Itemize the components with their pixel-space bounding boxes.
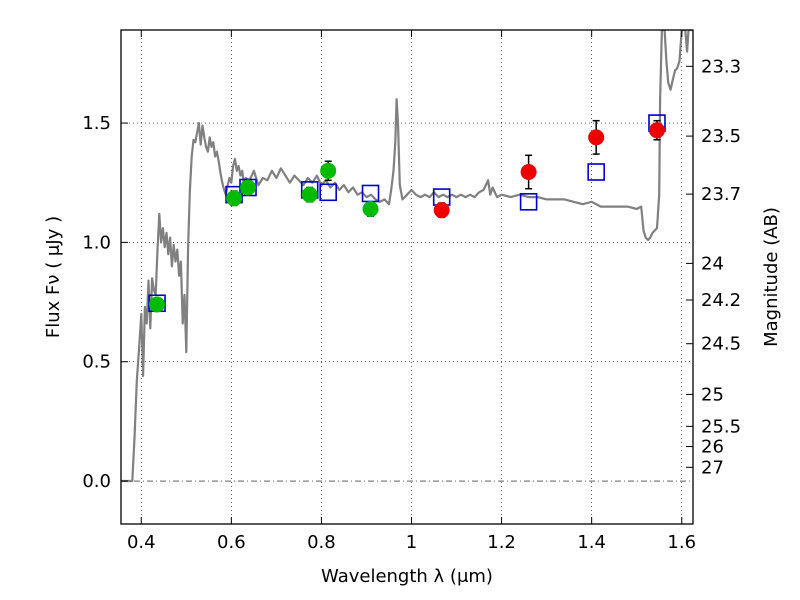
x-tick-label: 1 xyxy=(406,532,417,553)
mag-tick-label: 24.2 xyxy=(701,290,741,311)
observed-flux-point xyxy=(226,190,243,207)
mag-tick-label: 23.5 xyxy=(701,126,741,147)
observed-flux-point xyxy=(301,186,318,203)
observed-flux-point xyxy=(362,200,379,217)
observed-flux-point xyxy=(240,179,257,196)
x-tick-label: 1.2 xyxy=(487,532,516,553)
x-tick-label: 1.4 xyxy=(577,532,606,553)
observed-flux-point xyxy=(648,122,665,139)
x-tick-label: 0.4 xyxy=(127,532,156,553)
observed-flux-point xyxy=(320,162,337,179)
observed-flux-point xyxy=(588,129,605,146)
model-flux-box xyxy=(587,163,605,181)
plot-frame xyxy=(120,29,694,525)
mag-tick-label: 26 xyxy=(701,437,724,458)
y-axis-label: Flux Fν ( μJy ) xyxy=(43,216,64,338)
observed-flux-point xyxy=(149,296,166,313)
y-tick-label: 1.0 xyxy=(82,232,111,253)
axis-ticks: 0.4 0.6 0.8 1 1.2 1.4 1.6 0.0 0.5 1.0 1.5 23.3 23.5 2… xyxy=(82,30,741,553)
mag-tick-label: 27 xyxy=(701,457,724,478)
mag-tick-label: 25.5 xyxy=(701,416,741,437)
model-flux-box xyxy=(519,193,538,211)
right-axis-label: Magnitude (AB) xyxy=(761,207,782,347)
observed-flux-point xyxy=(433,202,450,219)
x-axis-label: Wavelength λ (μm) xyxy=(321,566,493,587)
x-tick-label: 0.6 xyxy=(217,532,246,553)
y-tick-label: 0.0 xyxy=(82,471,111,492)
y-tick-label: 0.5 xyxy=(82,352,111,373)
model-flux-box xyxy=(319,183,337,202)
x-tick-label: 0.8 xyxy=(307,532,336,553)
x-tick-label: 1.6 xyxy=(667,532,696,553)
mag-tick-label: 23.7 xyxy=(701,184,741,205)
mag-tick-label: 25 xyxy=(701,384,724,405)
mag-tick-label: 24 xyxy=(701,253,724,274)
y-tick-label: 1.5 xyxy=(82,113,111,134)
grid-lines xyxy=(121,30,693,524)
mag-tick-label: 23.3 xyxy=(701,56,741,77)
observed-flux-point xyxy=(520,163,537,180)
mag-tick-label: 24.5 xyxy=(701,334,741,355)
plot-area xyxy=(121,30,693,483)
